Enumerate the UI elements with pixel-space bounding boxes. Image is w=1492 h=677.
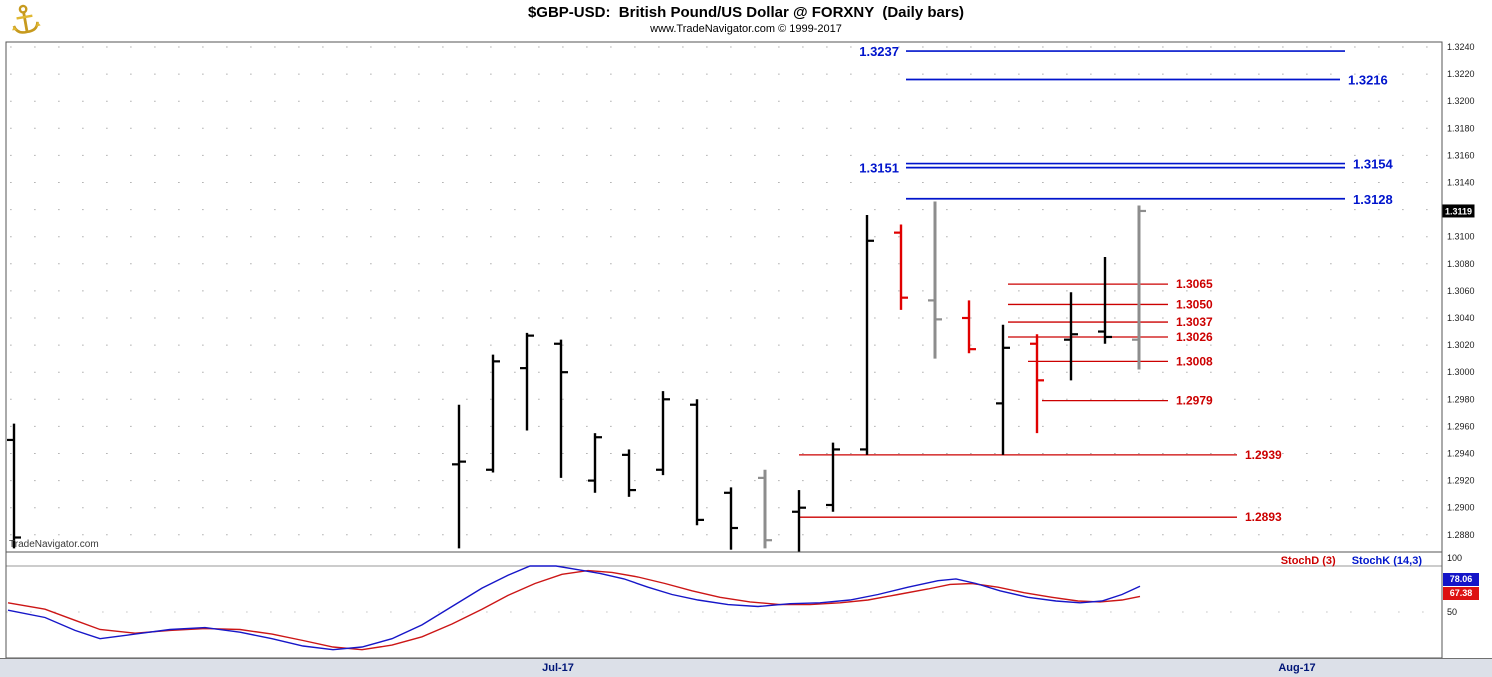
stochd-legend-label: StochD (3)	[1280, 555, 1336, 567]
svg-text:1.3128: 1.3128	[1353, 192, 1393, 207]
svg-text:1.3037: 1.3037	[1176, 315, 1213, 329]
svg-text:1.3237: 1.3237	[859, 44, 899, 59]
svg-text:1.2920: 1.2920	[1447, 476, 1475, 486]
stoch-axis-50-label: 50	[1447, 607, 1458, 617]
stochd-value-badge: 67.38	[1443, 587, 1479, 600]
svg-text:1.2960: 1.2960	[1447, 421, 1475, 431]
svg-text:1.3240: 1.3240	[1447, 42, 1475, 52]
svg-text:1.3151: 1.3151	[859, 161, 899, 176]
svg-text:1.3040: 1.3040	[1447, 313, 1475, 323]
chart-title: $GBP-USD: British Pound/US Dollar @ FORX…	[527, 4, 965, 21]
svg-text:1.2940: 1.2940	[1447, 448, 1475, 458]
svg-text:1.3100: 1.3100	[1447, 232, 1475, 242]
x-axis-label-jul: Jul-17	[542, 662, 574, 674]
svg-text:1.3119: 1.3119	[1445, 206, 1472, 216]
stoch-legend: StochD (3) StochK (14,3)	[1281, 555, 1422, 567]
svg-text:1.3026: 1.3026	[1176, 330, 1213, 344]
x-axis-label-aug: Aug-17	[1278, 662, 1316, 674]
svg-text:1.3154: 1.3154	[1353, 157, 1394, 172]
watermark: TradeNavigator.com	[9, 539, 99, 550]
chart-subtitle: www.TradeNavigator.com © 1999-2017	[650, 23, 842, 35]
svg-text:1.3180: 1.3180	[1447, 123, 1475, 133]
svg-text:1.3160: 1.3160	[1447, 150, 1475, 160]
svg-text:1.2980: 1.2980	[1447, 394, 1475, 404]
svg-text:1.3000: 1.3000	[1447, 367, 1475, 377]
svg-text:1.3220: 1.3220	[1447, 69, 1475, 79]
stoch-axis-100-label: 100	[1447, 553, 1463, 563]
svg-text:1.3216: 1.3216	[1348, 73, 1388, 88]
svg-text:1.2893: 1.2893	[1245, 510, 1282, 524]
svg-text:1.3020: 1.3020	[1447, 340, 1475, 350]
svg-text:1.3080: 1.3080	[1447, 259, 1475, 269]
svg-text:1.3200: 1.3200	[1447, 96, 1475, 106]
svg-text:1.3050: 1.3050	[1176, 297, 1213, 311]
svg-text:1.2979: 1.2979	[1176, 394, 1213, 408]
svg-text:1.2939: 1.2939	[1245, 448, 1282, 462]
svg-text:1.2880: 1.2880	[1447, 530, 1475, 540]
date-axis[interactable]: Jul-17 Aug-17	[0, 658, 1492, 677]
svg-text:1.3140: 1.3140	[1447, 178, 1475, 188]
stochk-legend-label: StochK (14,3)	[1351, 555, 1422, 567]
stochk-value-badge: 78.06	[1443, 573, 1479, 586]
svg-text:1.2900: 1.2900	[1447, 503, 1475, 513]
svg-text:1.3008: 1.3008	[1176, 354, 1213, 368]
trade-navigator-logo	[4, 2, 46, 38]
svg-text:1.3060: 1.3060	[1447, 286, 1475, 296]
anchor-icon	[12, 4, 41, 34]
svg-text:1.3065: 1.3065	[1176, 277, 1213, 291]
